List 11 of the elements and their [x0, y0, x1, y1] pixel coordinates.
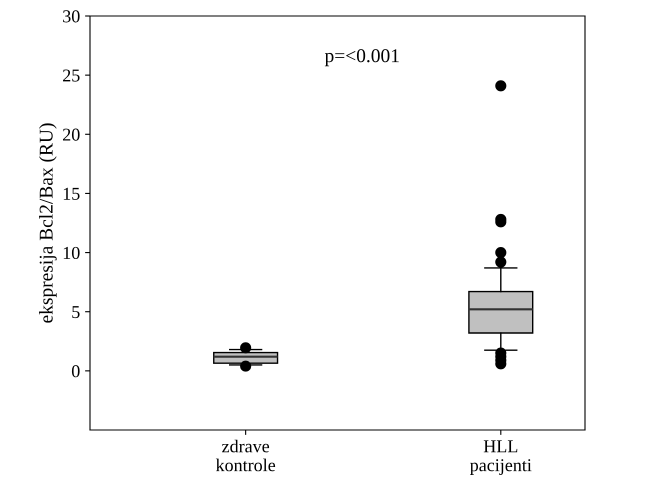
x-tick-label: HLL pacijenti — [470, 440, 532, 475]
y-tick-label: 5 — [72, 306, 80, 318]
y-tick-label: 20 — [63, 128, 80, 141]
y-tick-label: 30 — [63, 10, 80, 22]
x-tick-label: zdrave kontrole — [216, 440, 276, 472]
y-tick-label: 10 — [64, 246, 80, 260]
y-tick-label: 25 — [63, 69, 80, 82]
y-tick-label: 15 — [64, 188, 80, 200]
annotation: p=<0.001 — [324, 49, 399, 66]
y-tick-label: 0 — [72, 365, 80, 378]
y-axis-title: ekspresija Bcl2/Bax (RU) — [39, 123, 57, 323]
